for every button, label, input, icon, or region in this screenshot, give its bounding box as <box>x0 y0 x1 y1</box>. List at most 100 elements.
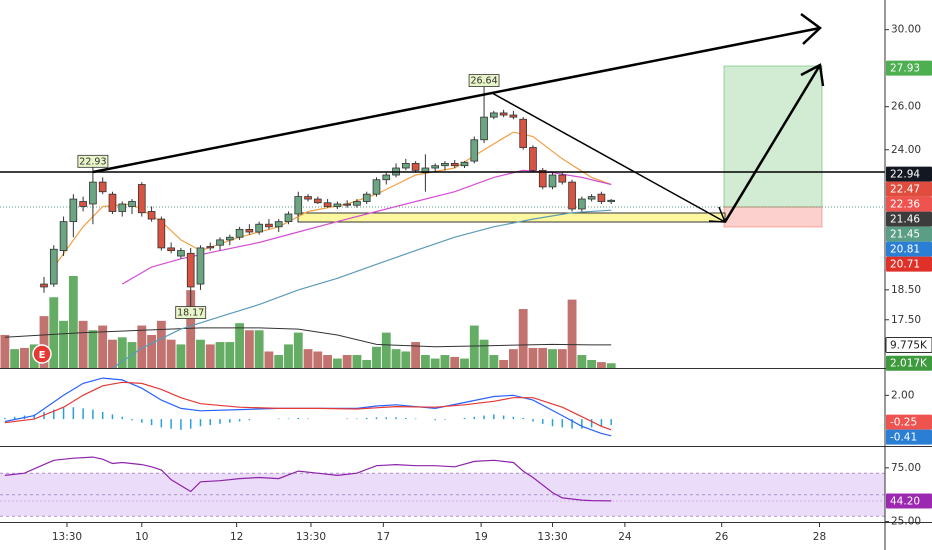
price-label: 2.017K <box>890 358 928 370</box>
candle-body <box>372 179 381 195</box>
stop-zone <box>723 206 823 228</box>
price-label: 21.46 <box>890 214 920 226</box>
volume-bar <box>567 299 577 368</box>
volume-bar <box>323 355 333 368</box>
price-label: 21.45 <box>890 229 920 241</box>
candle-body <box>118 203 127 212</box>
x-tick-label: 19 <box>474 531 487 543</box>
candle-body <box>343 203 351 206</box>
down-arrow <box>491 92 726 223</box>
volume-bar <box>293 332 303 368</box>
candle-body <box>59 221 68 251</box>
candle-body <box>470 139 479 162</box>
candle-body <box>411 162 420 171</box>
x-tick-label: 13:30 <box>296 531 326 543</box>
candle-body <box>137 184 146 214</box>
candle-body <box>480 116 488 141</box>
volume-bar <box>117 337 127 368</box>
price-label-box <box>886 181 932 197</box>
price-label-box <box>886 429 932 445</box>
candle-body <box>128 201 136 207</box>
candle-body <box>186 252 195 288</box>
price-label: 20.71 <box>890 259 920 271</box>
volume-bar <box>59 320 68 368</box>
volume-bar <box>411 342 421 368</box>
volume-bar <box>391 349 401 368</box>
y-tick-label: 24.00 <box>891 144 921 156</box>
volume-bar <box>235 323 245 368</box>
earnings-badge <box>32 344 52 364</box>
price-label-box <box>886 196 932 212</box>
volume-bar <box>332 358 342 368</box>
candle-body <box>206 246 215 249</box>
candle-body <box>362 193 371 202</box>
candle-body <box>304 196 312 200</box>
volume-bar <box>205 344 215 368</box>
volume-bar <box>186 290 196 368</box>
candle-body <box>597 193 606 202</box>
volume-bar <box>489 355 499 368</box>
candle-body <box>265 223 273 228</box>
volume-bar <box>508 349 518 368</box>
volume-bar <box>528 347 538 368</box>
volume-bar <box>450 356 460 368</box>
volume-bar <box>596 362 606 368</box>
volume-bar <box>147 334 156 368</box>
indicator-line <box>121 169 612 285</box>
price-label-box <box>886 226 932 242</box>
volume-bar <box>460 358 469 368</box>
volume-bar <box>548 349 557 368</box>
volume-bar <box>606 363 616 368</box>
x-tick-label: 13:30 <box>52 531 82 543</box>
candle-body <box>69 198 78 223</box>
candle-body <box>441 162 449 167</box>
y-tick-label: 17.50 <box>891 314 921 326</box>
x-tick-label: 12 <box>230 531 243 543</box>
candle-body <box>538 169 547 188</box>
candle-body <box>587 196 596 200</box>
volume-bar <box>577 355 587 368</box>
volume-bar <box>538 347 548 368</box>
extreme-box <box>77 154 109 168</box>
candle-body <box>490 112 498 118</box>
volume-bar <box>469 325 479 368</box>
volume-bar <box>518 309 528 368</box>
y-tick-label: 75.00 <box>891 462 921 474</box>
rsi-band <box>0 473 885 517</box>
price-label: 22.47 <box>890 184 920 196</box>
volume-bar <box>313 351 323 368</box>
indicator-line <box>4 377 612 437</box>
volume-bar <box>352 355 362 368</box>
extreme-label: 18.17 <box>177 308 204 319</box>
volume-bar <box>196 339 205 368</box>
extreme-label: 26.64 <box>470 76 497 87</box>
candle-body <box>607 199 616 202</box>
candle-body <box>167 247 175 251</box>
candle-body <box>519 118 527 148</box>
indicator-line <box>4 456 612 502</box>
y-tick-label: 18.50 <box>891 284 921 296</box>
candle-body <box>235 228 244 238</box>
volume-bar <box>39 316 49 368</box>
volume-bar <box>137 325 147 368</box>
drawings-under <box>0 65 885 502</box>
y-tick-label: 26.00 <box>891 101 921 113</box>
candle-body <box>40 283 48 288</box>
y-tick-label: 2.00 <box>891 389 914 401</box>
indicator-line <box>112 209 612 369</box>
volume-bar <box>215 342 225 368</box>
up-arrow <box>723 64 822 223</box>
x-tick-label: 24 <box>618 531 632 543</box>
candle-body <box>89 181 97 205</box>
indicator-line <box>53 131 612 268</box>
candle-body <box>382 174 391 181</box>
trend-arrow <box>92 26 821 174</box>
candle-body <box>450 162 459 167</box>
candle-body <box>548 174 557 188</box>
volume-bar <box>401 351 411 368</box>
candle-body <box>333 203 342 207</box>
candle-body <box>529 147 537 171</box>
candle-body <box>323 202 332 207</box>
price-label: 22.94 <box>890 169 920 181</box>
volume-bar <box>98 325 108 368</box>
